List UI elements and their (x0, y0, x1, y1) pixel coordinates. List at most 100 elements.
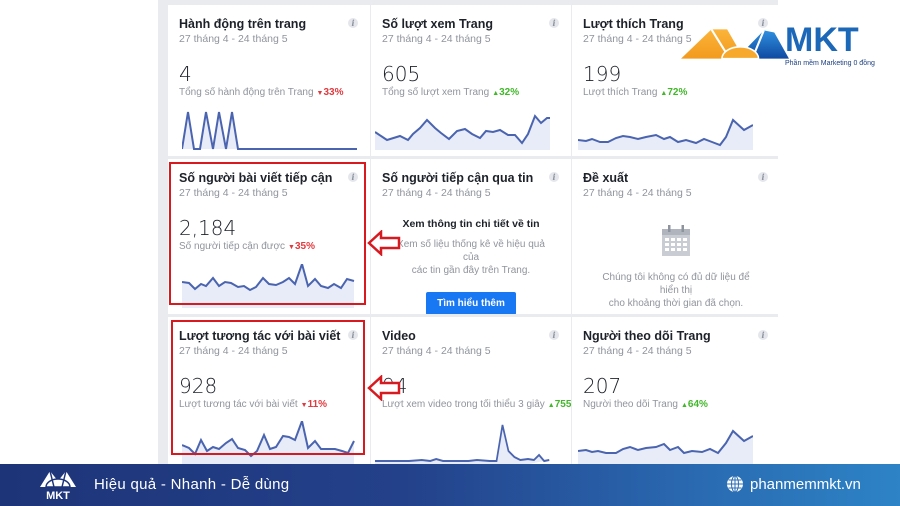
brand-name: MKT (785, 21, 859, 59)
sparkline-chart (375, 114, 550, 150)
brand-tagline: Phần mềm Marketing 0 đồng (785, 60, 875, 67)
calendar-icon (662, 225, 690, 256)
delta-value: 755% (554, 399, 571, 410)
card-title: Số lượt xem Trang (382, 17, 494, 31)
card-subtitle-text: Tổng số lượt xem Trang (382, 87, 490, 98)
card-page-likes[interactable]: Lượt thích Trang 27 tháng 4 - 24 tháng 5… (572, 5, 780, 156)
story-description: Xem số liệu thống kê về hiệu quả của các… (382, 238, 560, 277)
delta-value: 33% (323, 87, 344, 98)
card-subtitle: Tổng số lượt xem Trang ▲32% (382, 87, 560, 100)
card-story-reach: Số người tiếp cận qua tin 27 tháng 4 - 2… (371, 159, 571, 314)
story-heading: Xem thông tin chi tiết về tin (402, 218, 540, 230)
card-subtitle-text: Số người tiếp cận được (179, 241, 286, 252)
sparkline-chart (578, 118, 753, 150)
empty-state-line: Chúng tôi không có đủ dữ liệu để hiển th… (602, 272, 750, 296)
story-description-line: Xem số liệu thống kê về hiệu quả của (397, 239, 545, 263)
empty-state-line: cho khoảng thời gian đã chọn. (608, 298, 744, 309)
card-value: 199 (583, 62, 622, 86)
svg-text:MKT: MKT (46, 490, 70, 502)
card-post-engagement[interactable]: Lượt tương tác với bài viết 27 tháng 4 -… (168, 317, 370, 471)
story-promo: Xem thông tin chi tiết về tin Xem số liệ… (382, 218, 560, 314)
card-date: 27 tháng 4 - 24 tháng 5 (382, 187, 491, 199)
card-value: 928 (179, 374, 218, 398)
mkt-footer-logo: MKT (40, 470, 76, 502)
sparkline-chart (578, 429, 753, 465)
card-recommendations: Đề xuất 27 tháng 4 - 24 tháng 5 i Chúng … (572, 159, 780, 314)
card-page-actions[interactable]: Hành động trên trang 27 tháng 4 - 24 thá… (168, 5, 370, 156)
delta-value: 11% (307, 399, 328, 410)
card-subtitle: Số người tiếp cận được ▼35% (179, 241, 359, 254)
delta-badge: ▲32% (492, 87, 519, 98)
info-icon[interactable]: i (549, 172, 559, 182)
card-page-views[interactable]: Số lượt xem Trang 27 tháng 4 - 24 tháng … (371, 5, 571, 156)
delta-badge: ▼35% (288, 241, 315, 252)
delta-badge: ▼11% (301, 399, 327, 410)
calendar-icon-wrap (583, 225, 769, 257)
learn-more-button[interactable]: Tìm hiểu thêm (426, 292, 516, 314)
card-date: 27 tháng 4 - 24 tháng 5 (179, 187, 288, 199)
card-title: Người theo dõi Trang (583, 329, 711, 343)
card-title: Đề xuất (583, 171, 629, 185)
delta-badge: ▼33% (317, 87, 344, 98)
empty-state-message: Chúng tôi không có đủ dữ liệu để hiển th… (583, 271, 769, 310)
footer-website-link[interactable]: phanmemmkt.vn (726, 475, 861, 493)
triangle-up-icon: ▲ (680, 402, 688, 409)
mkt-logo-mark (681, 28, 789, 60)
triangle-up-icon: ▲ (547, 402, 555, 409)
info-icon[interactable]: i (348, 18, 358, 28)
arrow-left-icon (367, 230, 401, 256)
delta-value: 35% (294, 241, 315, 252)
footer-banner: MKT Hiệu quả - Nhanh - Dễ dùng phanmemmk… (0, 464, 900, 506)
delta-value: 72% (667, 87, 688, 98)
website-text: phanmemmkt.vn (750, 475, 861, 493)
info-icon[interactable]: i (549, 18, 559, 28)
card-page-followers[interactable]: Người theo dõi Trang 27 tháng 4 - 24 thá… (572, 317, 780, 471)
card-date: 27 tháng 4 - 24 tháng 5 (583, 345, 692, 357)
card-value: 94 (382, 375, 560, 397)
card-subtitle-text: Lượt tương tác với bài viết (179, 399, 298, 410)
card-value: 605 (382, 62, 421, 86)
arrow-left-icon (367, 375, 401, 401)
card-title: Lượt thích Trang (583, 17, 684, 31)
card-title: Số người tiếp cận qua tin (382, 171, 534, 185)
card-subtitle: Lượt tương tác với bài viết ▼11% (179, 399, 359, 412)
triangle-up-icon: ▲ (660, 90, 668, 97)
card-date: 27 tháng 4 - 24 tháng 5 (583, 187, 692, 199)
card-date: 27 tháng 4 - 24 tháng 5 (179, 345, 288, 357)
delta-badge: ▲755% (548, 399, 571, 410)
card-subtitle: Lượt thích Trang ▲72% (583, 87, 769, 100)
globe-icon (727, 475, 743, 493)
card-subtitle: Người theo dõi Trang ▲64% (583, 399, 769, 412)
card-value: 4 (179, 62, 192, 86)
story-description-line: các tin gần đây trên Trang. (411, 265, 531, 276)
triangle-down-icon: ▼ (316, 90, 324, 97)
delta-badge: ▲64% (681, 399, 708, 410)
info-icon[interactable]: i (549, 330, 559, 340)
card-video[interactable]: Video 27 tháng 4 - 24 tháng 5 i 94 Lượt … (371, 317, 571, 471)
sparkline-chart (375, 424, 550, 465)
insights-grid: Hành động trên trang 27 tháng 4 - 24 thá… (168, 5, 780, 471)
card-date: 27 tháng 4 - 24 tháng 5 (583, 33, 692, 45)
card-subtitle: Lượt xem video trong tối thiểu 3 giây ▲75… (382, 399, 571, 412)
sparkline-chart (182, 421, 355, 465)
card-date: 27 tháng 4 - 24 tháng 5 (382, 345, 491, 357)
info-icon[interactable]: i (758, 18, 768, 28)
card-subtitle: Tổng số hành động trên Trang ▼33% (179, 87, 359, 100)
card-subtitle-text: Lượt xem video trong tối thiểu 3 giây (382, 399, 545, 410)
card-title: Hành động trên trang (179, 17, 307, 31)
card-post-reach[interactable]: Số người bài viết tiếp cận 27 tháng 4 - … (168, 159, 370, 314)
card-subtitle-text: Lượt thích Trang (583, 87, 658, 98)
info-icon[interactable]: i (348, 172, 358, 182)
delta-value: 32% (499, 87, 520, 98)
card-date: 27 tháng 4 - 24 tháng 5 (382, 33, 491, 45)
triangle-up-icon: ▲ (492, 90, 500, 97)
sparkline-chart (182, 264, 355, 308)
sparkline-chart (182, 111, 357, 150)
delta-badge: ▲72% (660, 87, 687, 98)
card-date: 27 tháng 4 - 24 tháng 5 (179, 33, 288, 45)
info-icon[interactable]: i (348, 330, 358, 340)
footer-slogan: Hiệu quả - Nhanh - Dễ dùng (94, 476, 290, 493)
info-icon[interactable]: i (758, 330, 768, 340)
info-icon[interactable]: i (758, 172, 768, 182)
card-subtitle-text: Người theo dõi Trang (583, 399, 678, 410)
